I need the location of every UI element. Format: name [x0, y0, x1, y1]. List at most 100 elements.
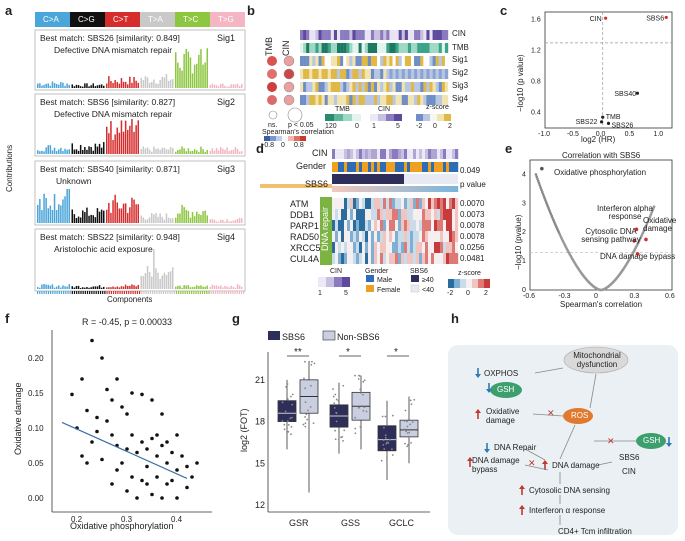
d-heat-cell [341, 253, 345, 264]
g-xtick-GSR: GSR [289, 518, 309, 528]
panel-letter-h: h [451, 311, 459, 326]
sig2-bar [191, 150, 194, 154]
sig4-bar [43, 283, 45, 289]
g-jitter [409, 399, 412, 402]
g-jitter [363, 379, 366, 382]
sig4-bar [167, 272, 170, 289]
b-heat-cell [389, 95, 393, 105]
b-heat-cell [352, 95, 356, 105]
a-xtick [214, 291, 217, 294]
b-heat-cell [315, 30, 319, 40]
b-heat-cell [303, 43, 307, 53]
d-heat-cell [356, 242, 360, 253]
b-heat-cell [337, 95, 341, 105]
d-heat-cell [380, 253, 384, 264]
b-corr-circle-tmb [267, 95, 277, 105]
g-jitter [357, 406, 360, 409]
d-heat-cell [386, 209, 390, 220]
d-z-grad [466, 279, 472, 288]
d-sbs6-ribbon [446, 186, 450, 192]
sig2-bar [58, 149, 60, 154]
e-point [540, 190, 544, 194]
b-cin-grad [370, 114, 378, 121]
b-heat-cell [407, 43, 412, 53]
b-heat-cell [367, 95, 372, 105]
c-xtick: 0.0 [596, 131, 606, 138]
sig2-bar [140, 149, 142, 154]
f-point [85, 461, 89, 465]
d-heat-cell [407, 220, 411, 231]
sig4-bar [64, 286, 66, 289]
b-heat-cell [309, 95, 313, 105]
b-corr-circle-cin [283, 55, 295, 67]
sig4-bar [153, 249, 155, 289]
e-ann-cytosolic: Cytosolic DNA sensing pathway [581, 227, 641, 244]
d-cin-cell [416, 149, 420, 159]
b-heat-cell [315, 95, 319, 105]
b-corr-circle-cin [283, 94, 295, 106]
b-cin-grad [378, 114, 386, 121]
f-point [95, 415, 99, 420]
g-jitter [391, 414, 394, 417]
sig2-bar [43, 151, 45, 154]
c-xtick: 0.5 [625, 131, 635, 138]
g-jitter [306, 418, 309, 421]
d-heat-cell [341, 209, 345, 220]
b-heat-cell [361, 30, 365, 40]
d-heat-cell [419, 198, 423, 209]
d-z-tick-2: 0 [466, 290, 470, 297]
sig3-bar [232, 220, 235, 223]
b-heat-cell [374, 30, 378, 40]
d-cin-cell [422, 149, 426, 159]
b-heat-cell [330, 43, 335, 53]
d-heat-cell [413, 231, 417, 242]
sig4-bar [204, 286, 206, 289]
d-heat-cell [398, 209, 402, 220]
c-label-sbs40: SBS40 [614, 91, 636, 98]
g-jitter [307, 409, 309, 412]
sig4-bar [124, 284, 127, 289]
sig1-bar [204, 62, 206, 88]
b-heat-cell [343, 30, 347, 40]
sig2-bar [222, 148, 224, 154]
sig1-bar [64, 85, 66, 88]
g-jitter [335, 420, 338, 423]
b-heat-cell [352, 56, 356, 66]
sig3-bar [79, 217, 82, 223]
d-heat-cell [401, 209, 405, 220]
d-heat-cell [446, 198, 450, 209]
sig1-bar [98, 84, 101, 88]
d-gender-female: Female [377, 287, 401, 294]
d-heat-cell [356, 220, 360, 231]
h-tcm: CD4+ Tcm infiltration [558, 527, 632, 536]
sig3-bar [110, 212, 112, 223]
d-heat-cell [404, 209, 408, 220]
d-gender-cell [362, 162, 366, 172]
d-heat-cell [386, 220, 390, 231]
sig2-bar [106, 126, 108, 154]
sig1-bar [90, 85, 92, 88]
sig2-bar [177, 150, 179, 154]
f-fit-line [61, 421, 188, 479]
b-heat-cell [343, 95, 347, 105]
b-heat-cell [358, 82, 362, 92]
b-heat-cell [367, 43, 372, 53]
g-jitter [404, 442, 406, 445]
f-point [195, 461, 199, 465]
d-heat-cell [332, 231, 336, 242]
d-heat-cell [389, 220, 393, 231]
b-heat-cell [330, 56, 335, 66]
a-xtick [143, 291, 145, 294]
d-cin-cell [365, 149, 369, 159]
c-point-SBS22 [599, 120, 604, 124]
d-heat-cell [362, 209, 366, 220]
sig1-bar [202, 64, 204, 88]
b-heat-cell [426, 43, 430, 53]
h-link-6 [597, 461, 613, 466]
e-xlabel: Spearman's correlation [560, 300, 643, 309]
f-point [125, 447, 129, 451]
b-heat-cell [417, 56, 421, 66]
b-heat-cell [370, 82, 375, 92]
f-point [165, 440, 169, 444]
